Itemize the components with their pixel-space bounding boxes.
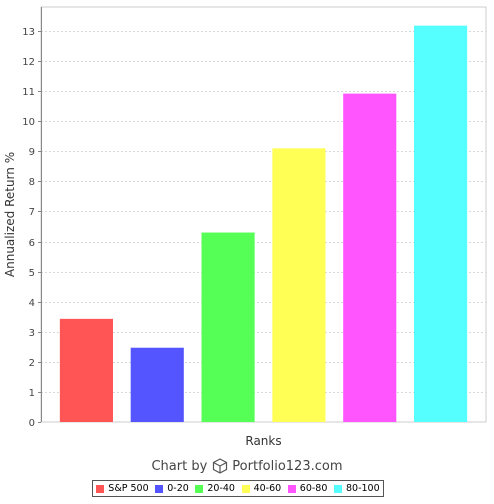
legend-label: 80-100 bbox=[345, 483, 380, 494]
x-axis-label: Ranks bbox=[245, 434, 281, 448]
legend: S&P 500 0-20 20-40 40-60 60-80 80-100 bbox=[92, 480, 384, 497]
y-tick-label: 8 bbox=[29, 177, 35, 188]
bar-20-40 bbox=[201, 232, 255, 422]
bar-0-20 bbox=[130, 347, 184, 422]
legend-label: S&P 500 bbox=[108, 483, 149, 494]
legend-item: 40-60 bbox=[241, 483, 282, 494]
legend-label: 40-60 bbox=[253, 483, 282, 494]
bar-40-60 bbox=[272, 148, 326, 422]
legend-label: 0-20 bbox=[167, 483, 189, 494]
credit-brand: Portfolio123.com bbox=[232, 458, 343, 474]
legend-swatch bbox=[96, 484, 105, 493]
legend-item: S&P 500 bbox=[96, 483, 149, 494]
y-tick-label: 1 bbox=[29, 388, 35, 399]
bar-60-80 bbox=[343, 93, 397, 422]
legend-item: 20-40 bbox=[195, 483, 235, 494]
legend-label: 20-40 bbox=[207, 483, 235, 494]
legend-item: 60-80 bbox=[287, 483, 328, 494]
legend-swatch bbox=[287, 484, 296, 493]
y-tick-label: 4 bbox=[29, 298, 35, 309]
bar-80-100 bbox=[414, 25, 468, 422]
cube-icon bbox=[213, 458, 228, 474]
y-tick-label: 9 bbox=[29, 147, 35, 158]
legend-swatch bbox=[241, 484, 250, 493]
bar-s-p-500 bbox=[59, 318, 113, 422]
legend-item: 0-20 bbox=[155, 483, 189, 494]
y-tick-label: 12 bbox=[22, 57, 35, 68]
bars bbox=[59, 25, 468, 422]
y-tick-label: 7 bbox=[29, 207, 35, 218]
y-tick-label: 3 bbox=[29, 328, 35, 339]
y-tick-label: 13 bbox=[22, 27, 35, 38]
y-tick-label: 2 bbox=[29, 358, 35, 369]
legend-swatch bbox=[333, 484, 342, 493]
legend-swatch bbox=[195, 484, 204, 493]
legend-swatch bbox=[155, 484, 164, 493]
y-tick-label: 5 bbox=[29, 268, 35, 279]
y-tick-label: 6 bbox=[29, 238, 35, 249]
legend-item: 80-100 bbox=[333, 483, 380, 494]
chart-credit: Chart by Portfolio123.com bbox=[0, 455, 494, 477]
y-tick-label: 11 bbox=[22, 87, 35, 98]
y-axis-label: Annualized Return % bbox=[3, 152, 17, 277]
y-tick-label: 0 bbox=[29, 418, 35, 429]
legend-label: 60-80 bbox=[299, 483, 328, 494]
credit-prefix: Chart by bbox=[151, 458, 208, 474]
y-tick-label: 10 bbox=[22, 117, 35, 128]
